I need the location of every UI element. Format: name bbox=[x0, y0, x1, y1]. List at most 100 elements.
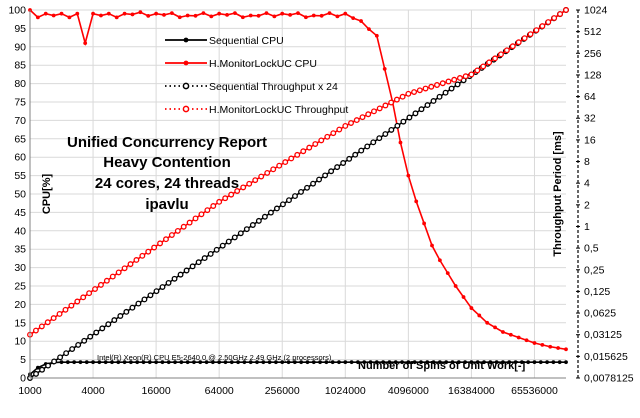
report-title: Unified Concurrency Report Heavy Content… bbox=[67, 134, 267, 213]
data-point bbox=[231, 234, 238, 241]
x-tick-label: 256000 bbox=[265, 385, 300, 397]
data-point bbox=[330, 360, 335, 365]
data-point bbox=[480, 63, 487, 70]
data-point bbox=[376, 105, 383, 112]
data-point bbox=[303, 15, 308, 20]
report-title-line-4: ipavlu bbox=[145, 196, 188, 213]
data-point bbox=[388, 126, 395, 133]
data-point bbox=[492, 55, 499, 62]
data-point bbox=[91, 360, 95, 365]
data-point bbox=[255, 217, 262, 224]
y-right-tick-label: 32 bbox=[584, 113, 596, 125]
y-right-tick-label: 128 bbox=[584, 69, 602, 81]
data-point bbox=[80, 294, 87, 301]
y-left-tick-label: 60 bbox=[14, 152, 26, 164]
data-point bbox=[382, 131, 389, 137]
data-point bbox=[146, 13, 151, 18]
data-point bbox=[135, 360, 140, 365]
y-right-tick-label: 2 bbox=[584, 199, 590, 211]
data-point bbox=[151, 244, 158, 251]
data-point bbox=[507, 360, 512, 365]
data-point bbox=[503, 47, 510, 54]
data-point bbox=[551, 360, 556, 365]
data-point bbox=[87, 333, 94, 340]
data-point bbox=[462, 73, 469, 80]
data-point bbox=[135, 300, 142, 307]
data-point bbox=[306, 144, 313, 151]
data-point bbox=[405, 90, 412, 97]
data-point bbox=[65, 360, 70, 365]
data-point bbox=[448, 85, 455, 92]
data-point bbox=[356, 360, 360, 365]
data-point bbox=[248, 13, 253, 18]
data-point bbox=[57, 354, 64, 361]
data-point bbox=[186, 219, 193, 226]
legend-label-sequential-throughput: Sequential Throughput x 24 bbox=[209, 81, 338, 93]
data-point bbox=[189, 263, 196, 270]
data-point bbox=[201, 11, 206, 16]
legend-entry-monitor-cpu: H.MonitorLockUC CPU bbox=[165, 58, 317, 70]
data-point bbox=[160, 360, 165, 365]
data-point bbox=[243, 226, 250, 233]
data-point bbox=[103, 277, 110, 284]
y-left-tick-label: 10 bbox=[14, 336, 26, 348]
data-point bbox=[300, 148, 307, 155]
data-point bbox=[270, 166, 277, 173]
data-point bbox=[129, 304, 136, 311]
report-title-line-1: Unified Concurrency Report bbox=[67, 134, 267, 151]
data-point bbox=[242, 360, 247, 365]
data-point bbox=[428, 83, 435, 90]
y-right-tick-label: 0,125 bbox=[584, 286, 610, 298]
y-left-tick-label: 0 bbox=[20, 373, 26, 385]
data-point bbox=[153, 288, 160, 295]
data-point bbox=[141, 296, 148, 303]
left-axis-ticks: 0 5 10 15 20 25 30 35 40 45 50 55 60 65 70 75 80 85 90 95 10… bbox=[8, 5, 26, 385]
data-point bbox=[75, 341, 82, 348]
data-point bbox=[388, 99, 395, 106]
data-point bbox=[116, 360, 121, 365]
data-point bbox=[431, 360, 436, 365]
data-point bbox=[105, 321, 112, 328]
data-point bbox=[328, 168, 335, 175]
y-axis-left-title: CPU[%] bbox=[41, 174, 53, 215]
data-point bbox=[168, 232, 175, 239]
y-left-tick-label: 15 bbox=[14, 317, 26, 329]
data-point bbox=[225, 238, 232, 245]
data-point bbox=[78, 360, 83, 365]
data-point bbox=[305, 360, 310, 365]
data-point bbox=[557, 11, 564, 17]
data-point bbox=[117, 313, 124, 319]
data-point bbox=[445, 78, 452, 85]
y-left-tick-label: 70 bbox=[14, 115, 26, 127]
data-point bbox=[482, 360, 486, 365]
data-point bbox=[376, 135, 383, 142]
data-point bbox=[398, 140, 403, 145]
data-point bbox=[180, 223, 187, 230]
data-point bbox=[154, 360, 159, 365]
data-point bbox=[526, 360, 531, 365]
data-point bbox=[545, 19, 552, 26]
y-left-tick-label: 40 bbox=[14, 225, 26, 237]
data-point bbox=[122, 11, 127, 16]
data-point bbox=[261, 213, 268, 220]
data-point bbox=[382, 66, 387, 71]
data-point bbox=[138, 10, 143, 15]
x-tick-label: 64000 bbox=[205, 385, 234, 397]
data-point bbox=[45, 362, 52, 369]
data-point bbox=[424, 102, 431, 109]
data-point bbox=[456, 360, 461, 365]
data-point bbox=[374, 360, 379, 365]
data-point bbox=[114, 15, 119, 20]
legend-label-sequential-cpu: Sequential CPU bbox=[209, 35, 284, 47]
data-point bbox=[84, 360, 89, 365]
y-left-tick-label: 80 bbox=[14, 78, 26, 90]
data-point bbox=[486, 59, 493, 66]
data-point bbox=[198, 211, 205, 218]
data-point bbox=[127, 261, 134, 268]
data-point bbox=[248, 360, 253, 365]
data-point bbox=[50, 315, 57, 322]
series-layer bbox=[27, 7, 569, 381]
data-point bbox=[563, 7, 569, 13]
data-point bbox=[412, 360, 417, 365]
data-point bbox=[145, 248, 152, 255]
